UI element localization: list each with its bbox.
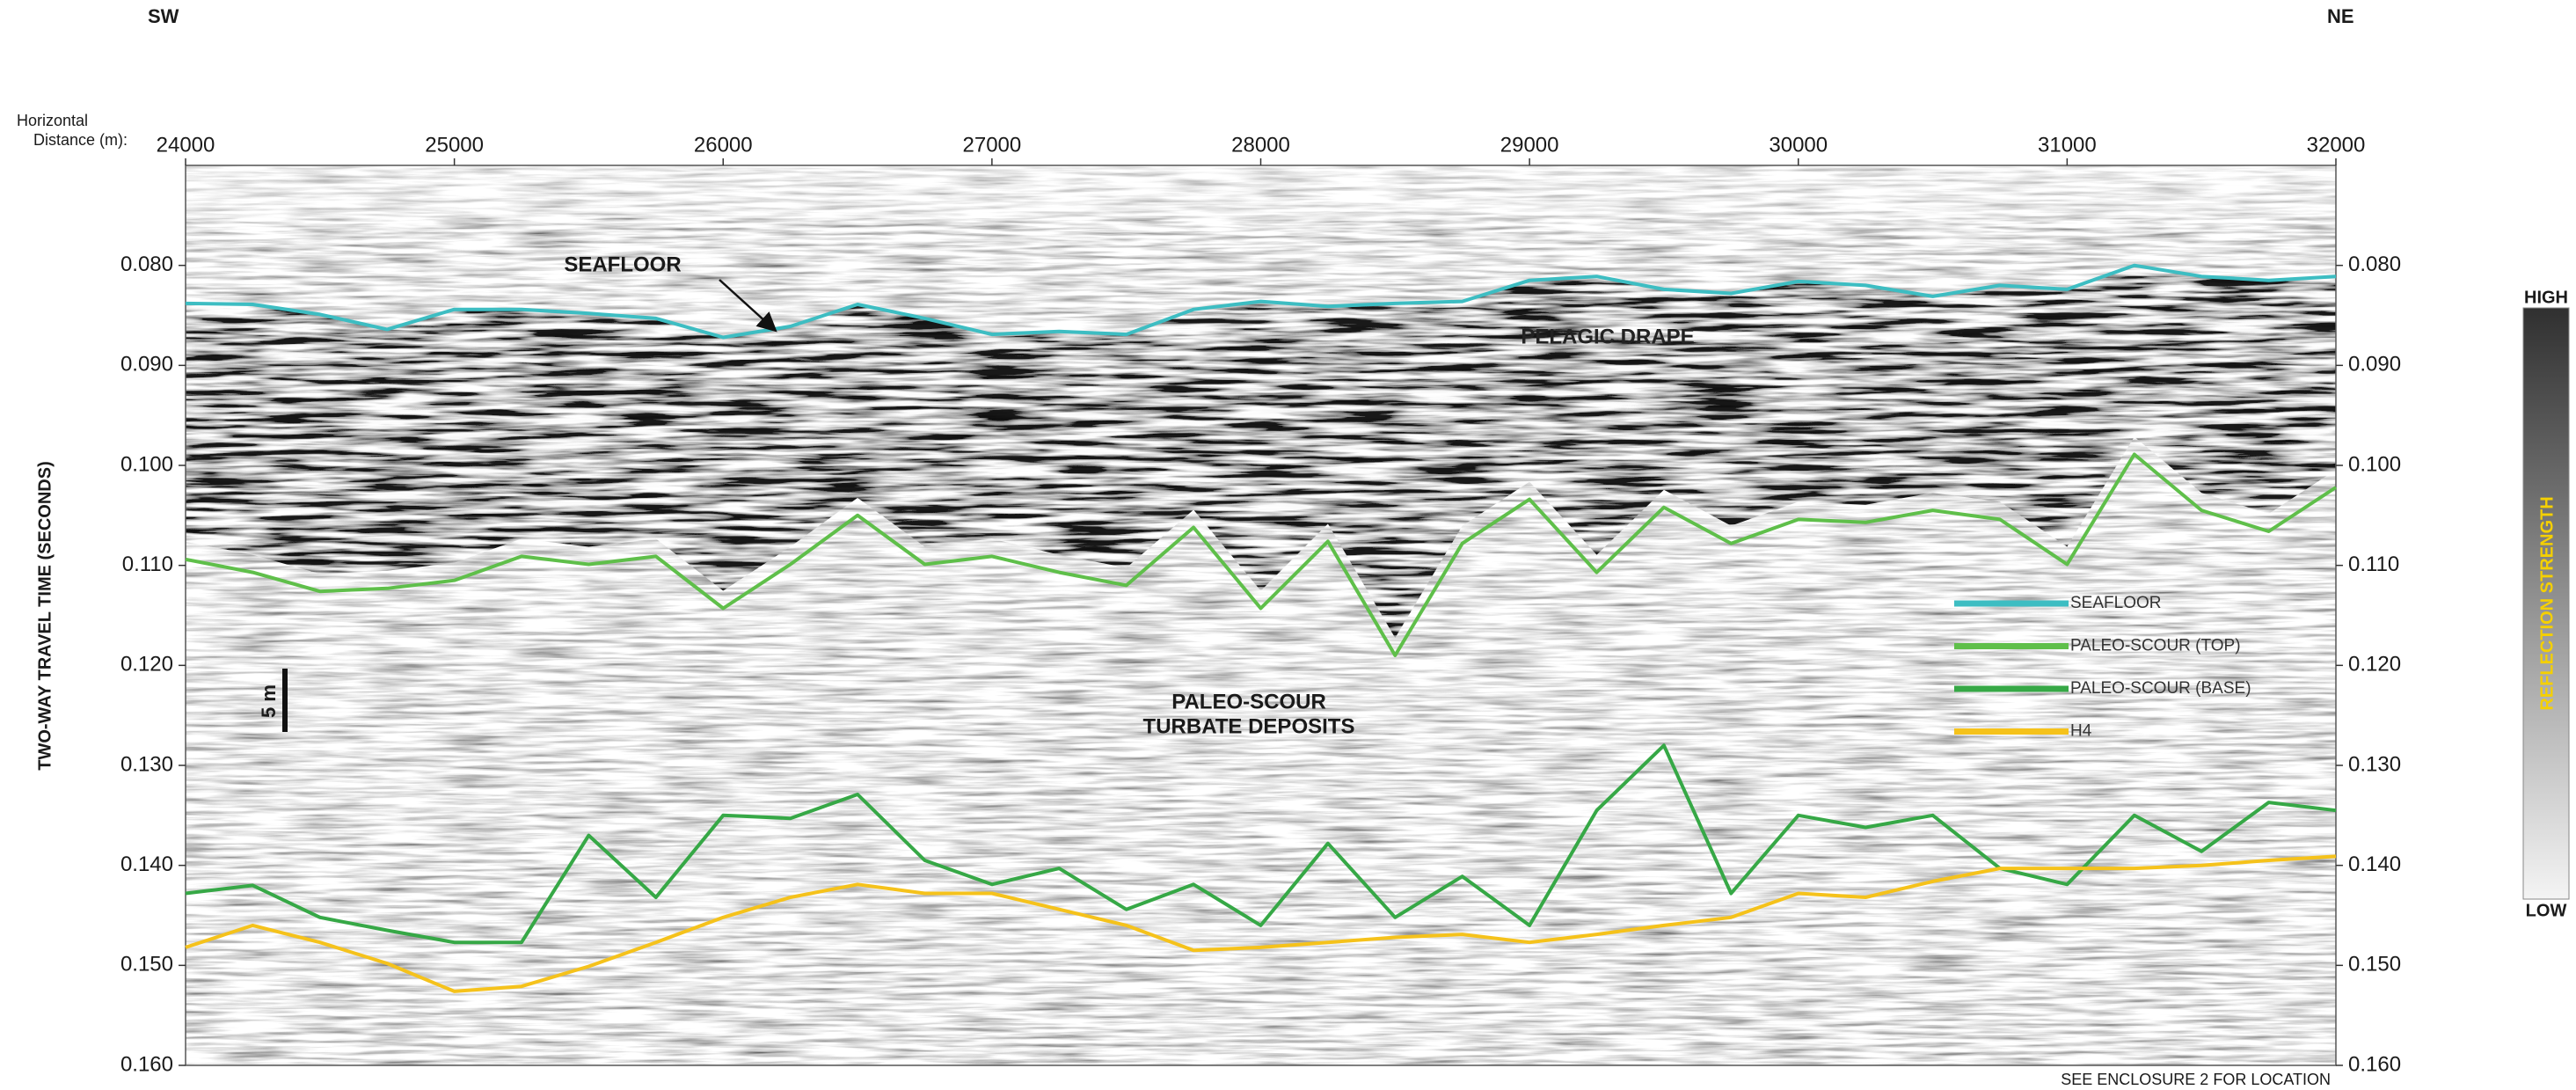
y-axis-label: TWO-WAY TRAVEL TIME (SECONDS) bbox=[35, 461, 55, 771]
y2-tick-label: 0.100 bbox=[2348, 452, 2401, 476]
y-tick-label: 0.100 bbox=[120, 452, 173, 476]
y2-tick-label: 0.130 bbox=[2348, 752, 2401, 776]
y-tick-label: 0.110 bbox=[122, 552, 173, 576]
x-tick-label: 27000 bbox=[963, 133, 1022, 157]
x-axis-label: Distance (m): bbox=[33, 131, 128, 149]
water-fade bbox=[186, 165, 2336, 218]
y2-tick-label: 0.140 bbox=[2348, 852, 2401, 876]
legend-label: SEAFLOOR bbox=[2070, 594, 2161, 612]
y2-tick-label: 0.150 bbox=[2348, 953, 2401, 977]
x-axis-label: Horizontal bbox=[17, 112, 88, 129]
y2-tick-label: 0.160 bbox=[2348, 1052, 2401, 1076]
y-tick-label: 0.090 bbox=[120, 353, 173, 377]
x-tick-label: 26000 bbox=[694, 133, 753, 157]
scale-bar-label: 5 m bbox=[258, 684, 280, 718]
y-tick-label: 0.150 bbox=[120, 953, 173, 977]
annotation: PALEO-SCOUR bbox=[1171, 690, 1326, 713]
y-tick-label: 0.140 bbox=[120, 852, 173, 876]
colorbar-low: LOW bbox=[2526, 901, 2567, 920]
colorbar-label: REFLECTION STRENGTH bbox=[2537, 496, 2557, 710]
colorbar-high: HIGH bbox=[2524, 288, 2568, 307]
y-tick-label: 0.120 bbox=[120, 653, 173, 677]
right-direction: NE bbox=[2327, 5, 2354, 27]
page: {"chart_data": { "type": "line", "left_l… bbox=[0, 0, 2576, 1090]
annotation: PELAGIC DRAPE bbox=[1521, 325, 1694, 348]
y2-tick-label: 0.120 bbox=[2348, 653, 2401, 677]
x-tick-label: 29000 bbox=[1500, 133, 1559, 157]
x-tick-label: 24000 bbox=[157, 133, 215, 157]
y2-tick-label: 0.110 bbox=[2348, 552, 2399, 576]
x-tick-label: 28000 bbox=[1231, 133, 1290, 157]
legend-label: PALEO-SCOUR (BASE) bbox=[2070, 679, 2251, 698]
annotation: SEAFLOOR bbox=[564, 252, 681, 276]
x-tick-label: 32000 bbox=[2307, 133, 2366, 157]
chart: SW NE Horizontal Distance (m): TWO-WAY T… bbox=[0, 0, 2576, 1090]
y-tick-label: 0.130 bbox=[120, 752, 173, 776]
left-direction: SW bbox=[148, 5, 179, 27]
y-tick-label: 0.080 bbox=[120, 252, 173, 276]
legend-label: PALEO-SCOUR (TOP) bbox=[2070, 637, 2241, 655]
legend-label: H4 bbox=[2070, 722, 2092, 741]
x-tick-label: 25000 bbox=[425, 133, 484, 157]
y2-tick-label: 0.080 bbox=[2348, 252, 2401, 276]
x-tick-label: 31000 bbox=[2038, 133, 2097, 157]
y-tick-label: 0.160 bbox=[120, 1052, 173, 1076]
plot-area: 24000 25000 26000 27000 28000 29000 30000 31000… bbox=[120, 133, 2401, 1076]
y2-tick-label: 0.090 bbox=[2348, 353, 2401, 377]
location-note: SEE ENCLOSURE 2 FOR LOCATION bbox=[2061, 1071, 2331, 1088]
annotation: TURBATE DEPOSITS bbox=[1143, 714, 1355, 738]
x-tick-label: 30000 bbox=[1769, 133, 1828, 157]
